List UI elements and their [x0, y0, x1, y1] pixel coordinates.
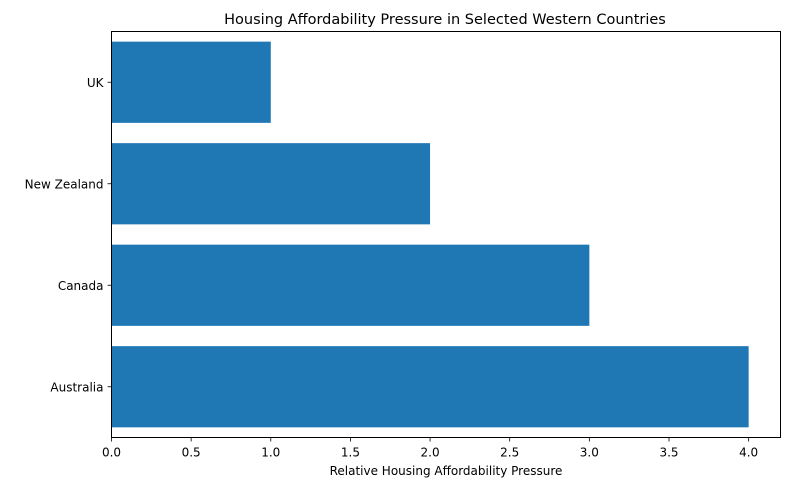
x-tick-label: 2.5	[500, 446, 519, 460]
bar-new-zealand	[111, 143, 431, 225]
x-tick-label: 1.0	[261, 446, 280, 460]
x-tick-label: 3.5	[659, 446, 678, 460]
x-tick-label: 1.5	[341, 446, 360, 460]
plot-frame	[111, 31, 781, 438]
y-tick-label: New Zealand	[25, 177, 104, 191]
x-tick-label: 0.5	[182, 446, 201, 460]
x-axis-ticks: 0.0 0.5 1.0 1.5 2.0 2.5 3.0 3.5 4.0	[102, 437, 758, 460]
x-tick-label: 2.0	[421, 446, 440, 460]
x-tick-label: 3.0	[580, 446, 599, 460]
y-tick-label: Australia	[50, 380, 103, 394]
x-axis-title: Relative Housing Affordability Pressure	[330, 464, 563, 478]
bar-canada	[111, 244, 590, 326]
y-tick-label: UK	[87, 76, 105, 90]
chart-title: Housing Affordability Pressure in Select…	[224, 12, 666, 28]
y-axis-ticks: Australia Canada New Zealand UK	[25, 76, 112, 394]
y-tick-label: Canada	[58, 279, 104, 293]
x-tick-label: 4.0	[739, 446, 758, 460]
bar-uk	[111, 41, 271, 123]
bar-australia	[111, 346, 749, 428]
bars-group	[111, 41, 749, 428]
x-tick-label: 0.0	[102, 446, 121, 460]
